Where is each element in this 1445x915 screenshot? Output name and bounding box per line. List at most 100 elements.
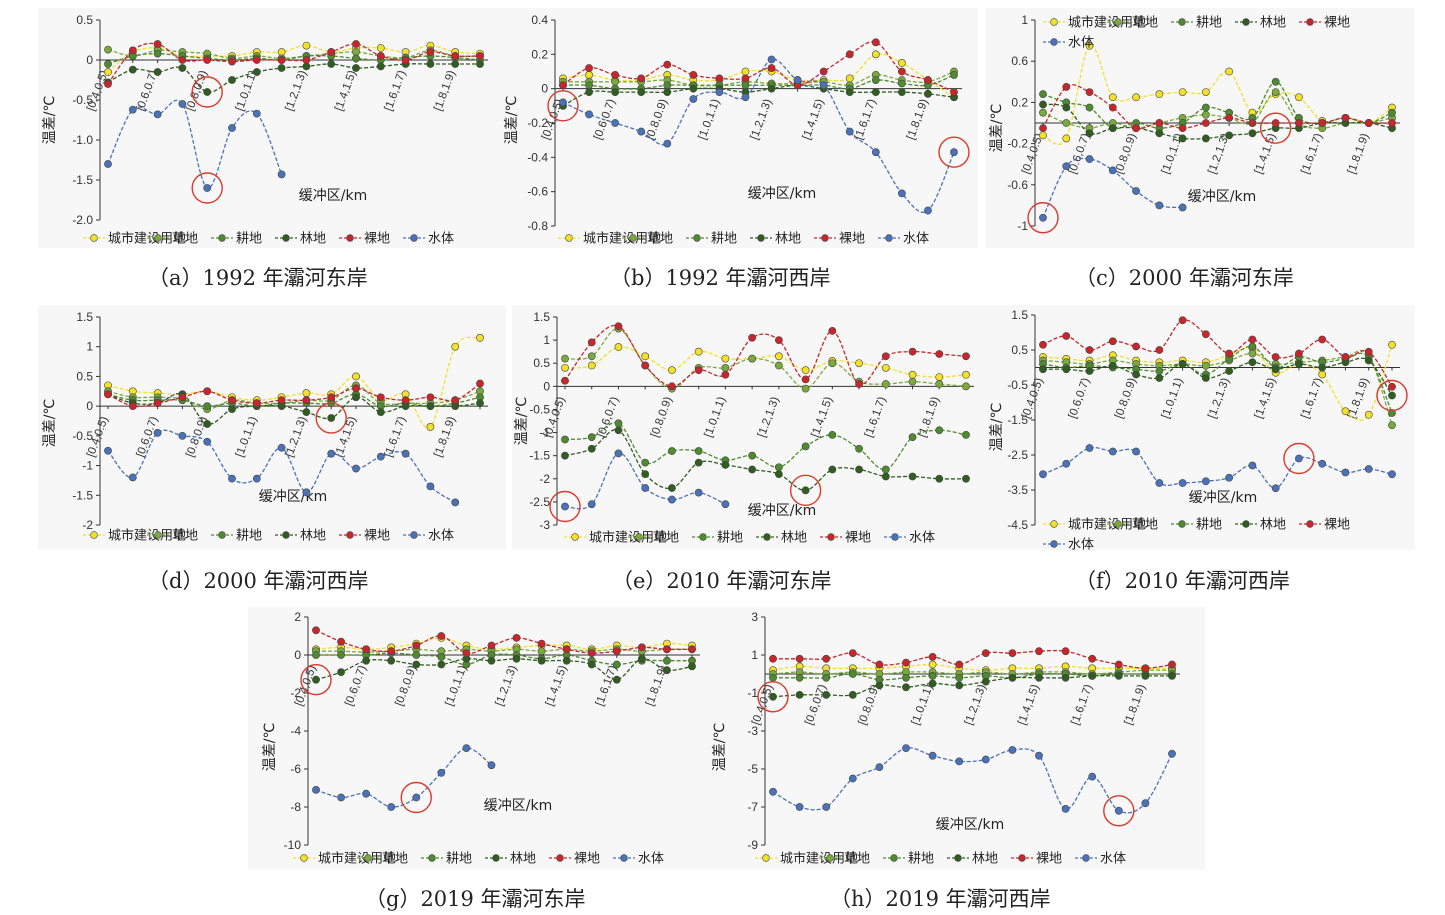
series-line	[772, 649, 1173, 669]
chart-svg-b: 0.40.20-0.2-0.4-0.6-0.8[0.4,0.5) [0.6,0.7…	[504, 13, 970, 247]
data-point	[337, 637, 345, 646]
legend-marker	[1018, 854, 1026, 862]
x-category-label: [1.4,1.5)	[544, 664, 570, 708]
legend-marker	[1242, 520, 1250, 528]
legend-label: 草地	[844, 852, 870, 867]
data-point	[1132, 370, 1140, 379]
data-point	[1364, 356, 1373, 365]
data-point	[337, 793, 345, 802]
series-line	[107, 336, 481, 429]
legend-label: 草地	[647, 232, 673, 247]
data-point	[153, 428, 162, 437]
x-category-label: [1.2,1.3)	[284, 69, 310, 113]
y-tick-label: -3	[747, 724, 758, 738]
data-point	[935, 350, 944, 358]
data-point	[908, 370, 917, 379]
data-point	[451, 498, 460, 507]
series-line	[107, 52, 481, 65]
x-category-label: [1.8,1.9)	[1123, 683, 1149, 727]
data-point	[104, 446, 112, 455]
data-point	[104, 390, 112, 399]
data-point	[881, 380, 890, 388]
x-category-label: [1.4,1.5)	[333, 69, 359, 113]
chart-svg-e: 1.510.50-0.5-1-1.5-2-2.5-3[0.4,0.5) [0.6,…	[514, 310, 974, 546]
data-point	[1225, 131, 1234, 140]
x-category-label: [0.8,0.9)	[393, 664, 419, 708]
y-tick-label: 0.5	[533, 356, 550, 370]
x-category-label: [1.2,1.3)	[749, 97, 775, 141]
x-category-label: [1.2,1.3)	[284, 415, 310, 459]
data-point	[1271, 484, 1280, 493]
data-point	[1168, 672, 1176, 680]
series-line	[564, 327, 967, 390]
series-line	[315, 658, 693, 681]
data-point	[1085, 444, 1094, 452]
data-point	[881, 465, 890, 474]
data-point	[801, 366, 810, 375]
data-point	[614, 426, 623, 435]
data-point	[352, 372, 360, 381]
data-point	[401, 449, 410, 458]
data-point	[376, 44, 385, 52]
data-point	[302, 56, 311, 64]
data-point	[767, 55, 776, 64]
y-tick-label: -2	[290, 686, 301, 700]
legend-marker	[90, 234, 98, 242]
data-point	[1364, 410, 1373, 419]
data-point	[614, 419, 623, 428]
data-point	[688, 645, 696, 654]
data-point	[426, 48, 435, 56]
data-point	[637, 654, 646, 663]
data-point	[1388, 391, 1396, 400]
legend-label: 水体	[428, 529, 454, 544]
data-point	[1062, 365, 1071, 374]
data-point	[902, 658, 910, 667]
legend-label: 耕地	[236, 528, 262, 544]
data-point	[153, 68, 162, 76]
data-point	[1178, 479, 1187, 487]
data-point	[663, 81, 672, 90]
legend-label: 耕地	[717, 530, 743, 546]
highlight-circle	[400, 781, 432, 814]
data-point	[587, 500, 596, 509]
data-point	[352, 64, 360, 72]
data-point	[855, 380, 863, 388]
data-point	[848, 649, 857, 657]
data-point	[327, 414, 336, 422]
y-tick-label: -2.0	[72, 213, 93, 227]
data-point	[769, 787, 777, 796]
data-point	[1062, 119, 1071, 127]
data-point	[302, 41, 311, 50]
data-point	[277, 170, 286, 179]
data-point	[612, 675, 621, 684]
legend-label: 耕地	[1196, 15, 1222, 31]
data-point	[1248, 129, 1257, 138]
legend-marker	[763, 533, 771, 541]
caption-c: （c）2000 年灞河东岸	[1075, 266, 1294, 290]
data-point	[955, 757, 964, 766]
data-point	[1061, 647, 1070, 656]
x-category-label: [1.2,1.3)	[1206, 376, 1232, 420]
legend-marker	[90, 531, 98, 539]
series-line	[1042, 357, 1393, 396]
data-point	[401, 396, 410, 405]
data-point	[1318, 335, 1327, 344]
y-axis-title: 温差/℃	[42, 96, 58, 144]
data-point	[795, 673, 804, 682]
data-point	[721, 500, 730, 509]
data-point	[1271, 353, 1280, 361]
series-line	[772, 672, 1172, 681]
data-point	[153, 399, 162, 408]
data-point	[908, 472, 917, 481]
data-point	[689, 95, 698, 103]
data-point	[585, 81, 593, 90]
data-point	[487, 641, 496, 650]
data-point	[822, 673, 831, 682]
data-point	[487, 656, 496, 665]
data-point	[663, 656, 671, 665]
data-point	[875, 660, 884, 669]
data-point	[741, 81, 750, 90]
data-point	[881, 352, 890, 361]
data-point	[1364, 347, 1373, 356]
data-point	[537, 647, 546, 656]
